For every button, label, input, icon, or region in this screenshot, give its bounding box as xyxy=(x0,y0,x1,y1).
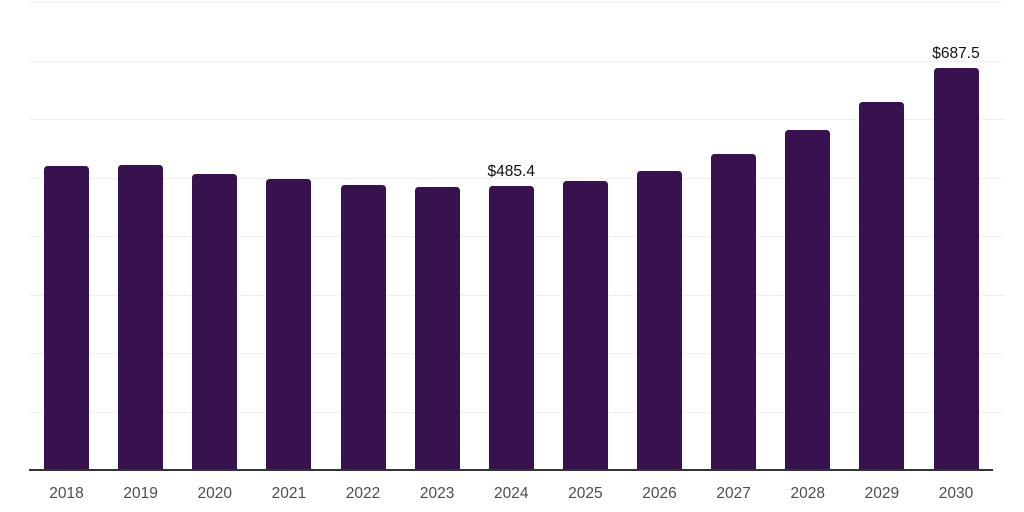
x-axis-label-2027: 2027 xyxy=(716,485,751,502)
x-axis-label-2024: 2024 xyxy=(494,485,529,502)
x-axis-label-2019: 2019 xyxy=(123,485,158,502)
bar-2025 xyxy=(562,181,608,470)
bar-2021 xyxy=(266,179,312,470)
gridline xyxy=(29,60,1004,62)
bar-2018 xyxy=(44,165,89,470)
bar-2020 xyxy=(192,174,238,470)
x-axis-label-2022: 2022 xyxy=(345,485,381,502)
gridline xyxy=(29,2,1004,3)
bar-2030 xyxy=(933,67,979,470)
x-axis-label-2026: 2026 xyxy=(642,485,677,502)
bar-2022 xyxy=(340,184,386,470)
x-axis-label-2021: 2021 xyxy=(271,485,307,502)
x-axis-label-2018: 2018 xyxy=(49,485,84,502)
x-axis-label-2028: 2028 xyxy=(790,485,825,502)
bar-2028 xyxy=(785,130,831,470)
bar-2027 xyxy=(711,153,757,470)
gridline xyxy=(29,177,1004,179)
bar-2029 xyxy=(859,101,905,470)
x-axis-label-2030: 2030 xyxy=(938,485,974,502)
bar-2023 xyxy=(414,187,460,470)
x-axis-label-2023: 2023 xyxy=(419,485,455,502)
x-axis-label-2025: 2025 xyxy=(568,485,603,502)
x-axis-label-2029: 2029 xyxy=(864,485,900,502)
bar-2019 xyxy=(118,164,164,470)
bar-2026 xyxy=(637,171,682,470)
gridline xyxy=(29,119,1004,120)
x-axis-label-2020: 2020 xyxy=(197,485,232,502)
data-label-2024: $485.4 xyxy=(487,163,535,181)
data-label-2030: $687.5 xyxy=(932,44,980,62)
x-axis-line xyxy=(29,469,993,471)
bar-2024 xyxy=(488,186,534,470)
